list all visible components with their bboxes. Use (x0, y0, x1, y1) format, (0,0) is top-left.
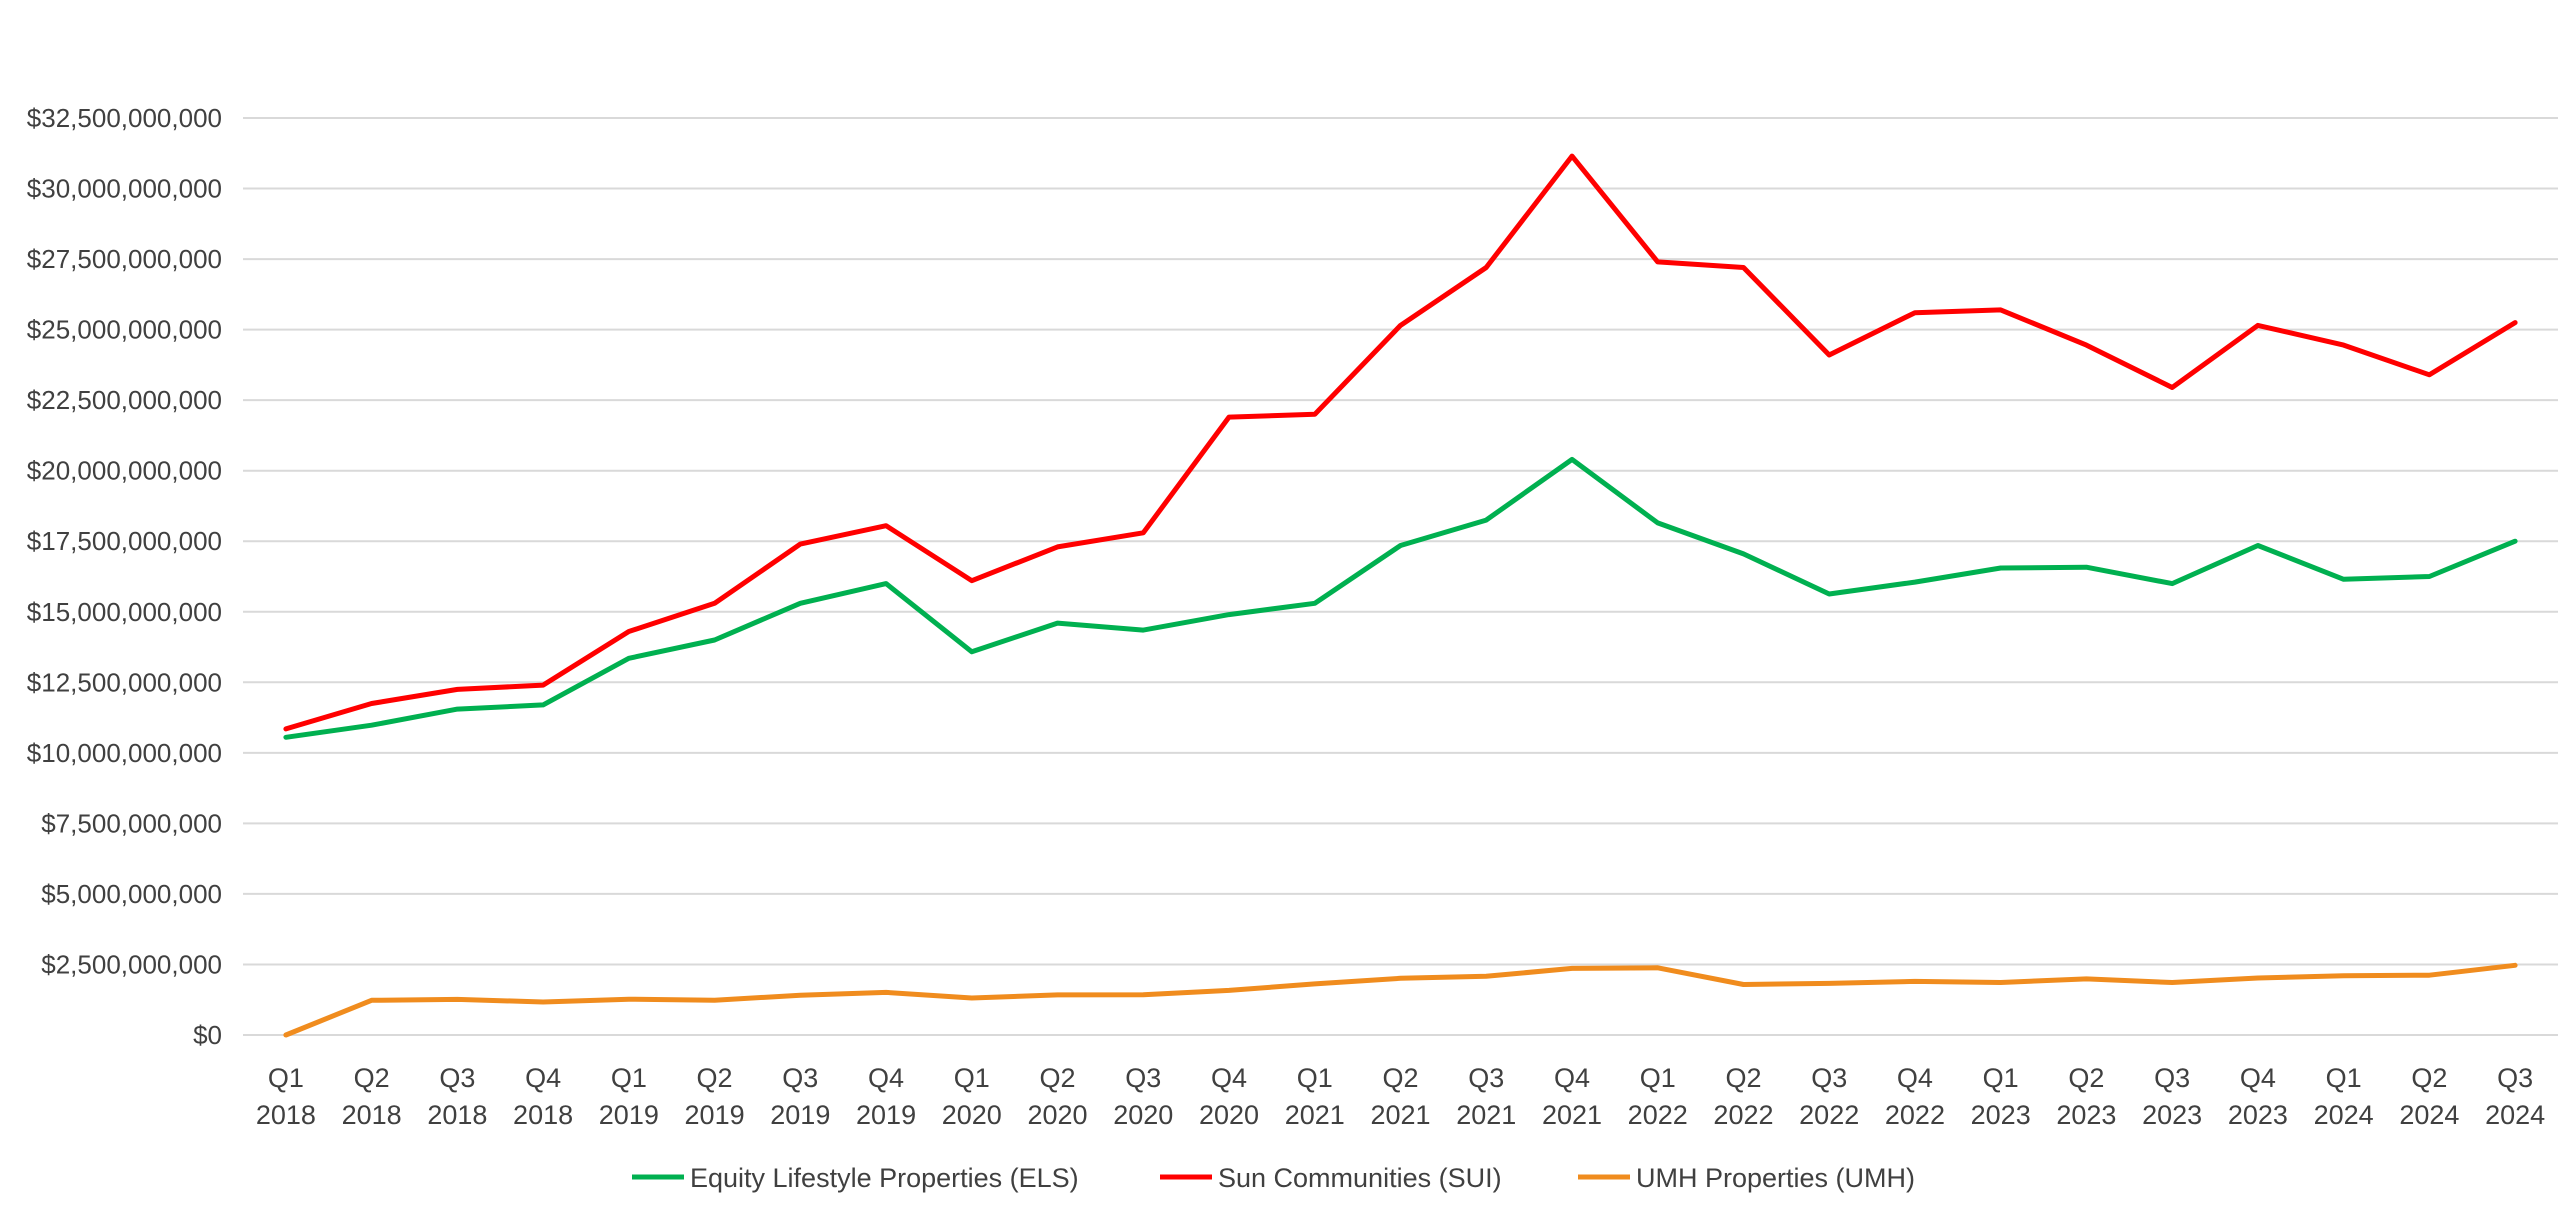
x-tick-year: 2022 (1628, 1100, 1688, 1130)
x-tick-year: 2019 (770, 1100, 830, 1130)
x-tick-quarter: Q2 (1725, 1063, 1761, 1093)
x-tick-quarter: Q1 (2326, 1063, 2362, 1093)
x-tick-quarter: Q2 (2411, 1063, 2447, 1093)
y-tick-label: $10,000,000,000 (27, 738, 222, 768)
x-tick-year: 2024 (2314, 1100, 2374, 1130)
y-tick-label: $2,500,000,000 (41, 949, 222, 979)
x-tick-quarter: Q2 (1040, 1063, 1076, 1093)
x-tick-year: 2018 (427, 1100, 487, 1130)
x-tick-quarter: Q4 (525, 1063, 561, 1093)
legend-label: UMH Properties (UMH) (1636, 1163, 1915, 1193)
series-line-2 (283, 962, 2518, 1038)
x-tick-quarter: Q4 (1897, 1063, 1933, 1093)
x-tick-quarter: Q1 (611, 1063, 647, 1093)
x-tick-year: 2021 (1285, 1100, 1345, 1130)
legend-label: Sun Communities (SUI) (1218, 1163, 1502, 1193)
y-tick-label: $17,500,000,000 (27, 526, 222, 556)
x-tick-year: 2018 (342, 1100, 402, 1130)
y-tick-label: $15,000,000,000 (27, 597, 222, 627)
x-tick-year: 2022 (1713, 1100, 1773, 1130)
x-tick-quarter: Q1 (1297, 1063, 1333, 1093)
x-tick-year: 2018 (256, 1100, 316, 1130)
x-tick-year: 2023 (2142, 1100, 2202, 1130)
x-tick-quarter: Q3 (1125, 1063, 1161, 1093)
x-tick-quarter: Q1 (1640, 1063, 1676, 1093)
x-tick-year: 2023 (2056, 1100, 2116, 1130)
x-tick-quarter: Q3 (1468, 1063, 1504, 1093)
x-tick-year: 2020 (1113, 1100, 1173, 1130)
x-tick-quarter: Q2 (2068, 1063, 2104, 1093)
legend: Equity Lifestyle Properties (ELS) Sun Com… (632, 1163, 1915, 1193)
x-tick-year: 2019 (685, 1100, 745, 1130)
x-tick-quarter: Q1 (1983, 1063, 2019, 1093)
x-tick-year: 2019 (599, 1100, 659, 1130)
y-tick-label: $12,500,000,000 (27, 667, 222, 697)
y-tick-label: $27,500,000,000 (27, 244, 222, 274)
y-tick-label: $22,500,000,000 (27, 385, 222, 415)
x-tick-year: 2020 (1027, 1100, 1087, 1130)
x-tick-quarter: Q4 (1554, 1063, 1590, 1093)
x-tick-quarter: Q2 (697, 1063, 733, 1093)
x-tick-year: 2021 (1370, 1100, 1430, 1130)
y-tick-label: $32,500,000,000 (27, 103, 222, 133)
x-tick-quarter: Q3 (439, 1063, 475, 1093)
x-tick-quarter: Q3 (1811, 1063, 1847, 1093)
x-tick-quarter: Q3 (782, 1063, 818, 1093)
x-tick-quarter: Q2 (1382, 1063, 1418, 1093)
y-tick-label: $25,000,000,000 (27, 315, 222, 345)
x-tick-year: 2019 (856, 1100, 916, 1130)
y-tick-label: $7,500,000,000 (41, 808, 222, 838)
x-tick-quarter: Q1 (268, 1063, 304, 1093)
x-axis-ticks: Q1 2018 Q2 2018 Q3 2018 Q4 2018 Q1 2019 Q2 2019 Q3 20… (256, 1063, 2545, 1130)
x-tick-year: 2020 (1199, 1100, 1259, 1130)
y-tick-label: $20,000,000,000 (27, 456, 222, 486)
x-tick-quarter: Q3 (2497, 1063, 2533, 1093)
x-tick-year: 2022 (1799, 1100, 1859, 1130)
x-tick-year: 2018 (513, 1100, 573, 1130)
x-tick-year: 2022 (1885, 1100, 1945, 1130)
y-axis-ticks: $0 $2,500,000,000 $5,000,000,000 $7,500,000… (27, 103, 222, 1050)
x-tick-year: 2023 (1971, 1100, 2031, 1130)
y-tick-label: $5,000,000,000 (41, 879, 222, 909)
x-tick-year: 2024 (2485, 1100, 2545, 1130)
x-tick-year: 2023 (2228, 1100, 2288, 1130)
x-tick-quarter: Q4 (868, 1063, 904, 1093)
series-lines (283, 153, 2518, 1038)
series-line-1 (283, 153, 2518, 732)
x-tick-quarter: Q1 (954, 1063, 990, 1093)
x-tick-quarter: Q4 (2240, 1063, 2276, 1093)
x-tick-year: 2024 (2399, 1100, 2459, 1130)
y-tick-label: $30,000,000,000 (27, 174, 222, 204)
gridlines (243, 117, 2558, 1036)
x-tick-year: 2021 (1542, 1100, 1602, 1130)
series-line-0 (283, 456, 2518, 740)
x-tick-quarter: Q3 (2154, 1063, 2190, 1093)
legend-label: Equity Lifestyle Properties (ELS) (690, 1163, 1079, 1193)
x-tick-year: 2020 (942, 1100, 1002, 1130)
x-tick-quarter: Q2 (354, 1063, 390, 1093)
x-tick-year: 2021 (1456, 1100, 1516, 1130)
y-tick-label: $0 (193, 1020, 222, 1050)
x-tick-quarter: Q4 (1211, 1063, 1247, 1093)
